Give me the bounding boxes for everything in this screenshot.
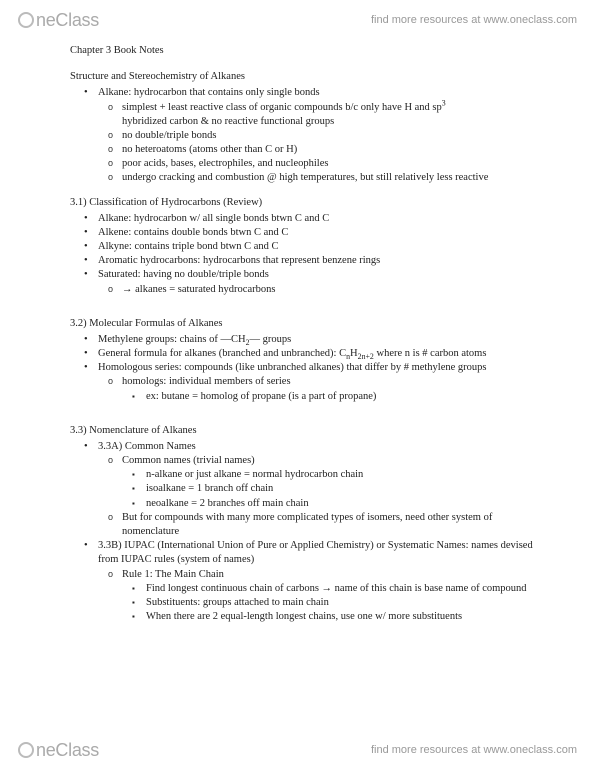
logo-ring-icon	[18, 742, 34, 758]
text: 3.3B) IUPAC (International Union of Pure…	[98, 540, 533, 565]
section-0-list: Alkane: hydrocarbon that contains only s…	[70, 86, 545, 185]
header: neClass find more resources at www.onecl…	[0, 6, 595, 34]
text: Rule 1: The Main Chain	[122, 569, 224, 580]
item: no double/triple bonds	[122, 129, 545, 143]
text: homologs: individual members of series	[122, 376, 291, 387]
text: — groups	[250, 334, 292, 345]
text: where n is # carbon atoms	[374, 348, 487, 359]
footer-resources-link[interactable]: find more resources at www.oneclass.com	[371, 744, 577, 756]
section-2-head: 3.2) Molecular Formulas of Alkanes	[70, 317, 545, 331]
item: Alkene: contains double bonds btwn C and…	[98, 226, 545, 240]
item: isoalkane = 1 branch off chain	[146, 482, 545, 496]
item: But for compounds with many more complic…	[122, 511, 545, 539]
section-1-head: 3.1) Classification of Hydrocarbons (Rev…	[70, 196, 545, 210]
text: Saturated: having no double/triple bonds	[98, 269, 269, 280]
item: → alkanes = saturated hydrocarbons	[122, 283, 545, 297]
section-3a: 3.3A) Common Names Common names (trivial…	[98, 440, 545, 539]
footer: neClass find more resources at www.onecl…	[0, 736, 595, 764]
text: Homologous series: compounds (like unbra…	[98, 362, 487, 373]
text: H	[350, 348, 358, 359]
item: undergo cracking and combustion @ high t…	[122, 171, 545, 185]
item: Saturated: having no double/triple bonds…	[98, 268, 545, 296]
item: poor acids, bases, electrophiles, and nu…	[122, 157, 545, 171]
item: When there are 2 equal-length longest ch…	[146, 610, 545, 624]
section-2-list: Methylene groups: chains of —CH2— groups…	[70, 333, 545, 404]
section-3b: 3.3B) IUPAC (International Union of Pure…	[98, 539, 545, 624]
item: Alkane: hydrocarbon w/ all single bonds …	[98, 212, 545, 226]
text: Alkane: hydrocarbon that contains only s…	[98, 87, 320, 98]
text: simplest + least reactive class of organ…	[122, 102, 442, 113]
document-body: Chapter 3 Book Notes Structure and Stere…	[70, 44, 545, 726]
item: Find longest continuous chain of carbons…	[146, 582, 545, 596]
item: no heteroatoms (atoms other than C or H)	[122, 143, 545, 157]
item: neoalkane = 2 branches off main chain	[146, 497, 545, 511]
sup: 3	[442, 98, 446, 107]
page-title: Chapter 3 Book Notes	[70, 44, 545, 58]
section-3-head: 3.3) Nomenclature of Alkanes	[70, 424, 545, 438]
section-3-list: 3.3A) Common Names Common names (trivial…	[70, 440, 545, 624]
item: Substituents: groups attached to main ch…	[146, 596, 545, 610]
header-resources-link[interactable]: find more resources at www.oneclass.com	[371, 14, 577, 26]
text: General formula for alkanes (branched an…	[98, 348, 346, 359]
text: 3.3A) Common Names	[98, 441, 196, 452]
logo: neClass	[18, 740, 99, 761]
item: n-alkane or just alkane = normal hydroca…	[146, 468, 545, 482]
item: homologs: individual members of series e…	[122, 375, 545, 403]
item: Aromatic hydrocarbons: hydrocarbons that…	[98, 254, 545, 268]
logo-text-one: ne	[36, 10, 55, 31]
text: Methylene groups: chains of —CH	[98, 334, 246, 345]
item: ex: butane = homolog of propane (is a pa…	[146, 390, 545, 404]
item: Homologous series: compounds (like unbra…	[98, 361, 545, 404]
logo-text-class: Class	[55, 740, 99, 761]
sub: 2n+2	[358, 352, 374, 361]
section-1-list: Alkane: hydrocarbon w/ all single bonds …	[70, 212, 545, 297]
alkane-def: Alkane: hydrocarbon that contains only s…	[98, 86, 545, 185]
logo: neClass	[18, 10, 99, 31]
item: simplest + least reactive class of organ…	[122, 101, 545, 129]
item: Methylene groups: chains of —CH2— groups	[98, 333, 545, 347]
item: Common names (trivial names) n-alkane or…	[122, 454, 545, 511]
logo-text-one: ne	[36, 740, 55, 761]
section-0-head: Structure and Stereochemistry of Alkanes	[70, 70, 545, 84]
logo-ring-icon	[18, 12, 34, 28]
item: Rule 1: The Main Chain Find longest cont…	[122, 568, 545, 625]
text: hybridized carbon & no reactive function…	[122, 116, 334, 127]
item: Alkyne: contains triple bond btwn C and …	[98, 240, 545, 254]
item: General formula for alkanes (branched an…	[98, 347, 545, 361]
logo-text-class: Class	[55, 10, 99, 31]
text: Common names (trivial names)	[122, 455, 255, 466]
